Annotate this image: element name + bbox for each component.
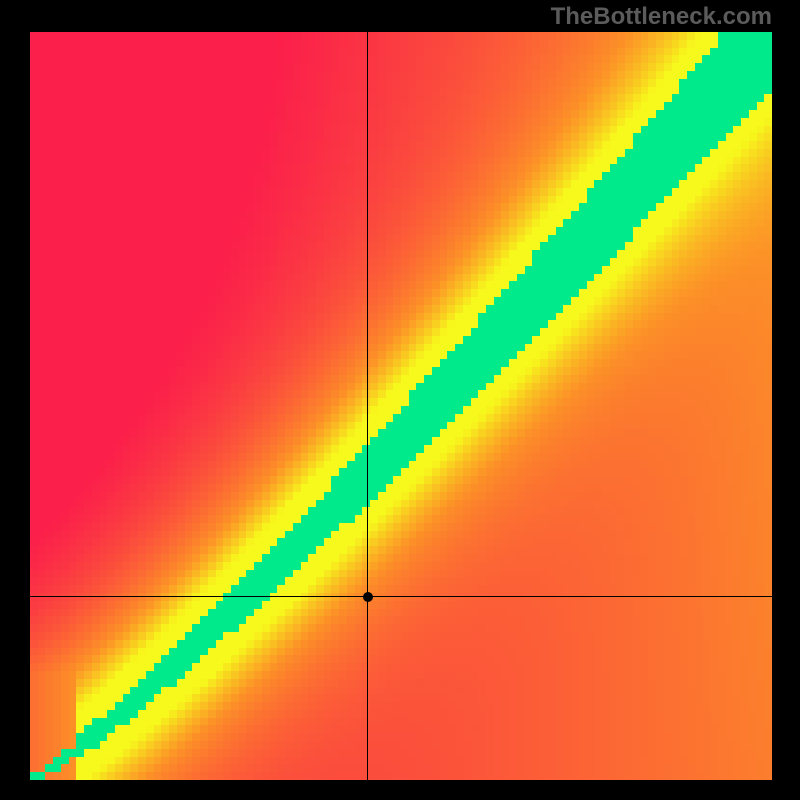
crosshair-horizontal	[30, 596, 772, 597]
marker-dot	[363, 592, 373, 602]
watermark-text: TheBottleneck.com	[551, 3, 772, 31]
crosshair-vertical	[367, 32, 368, 780]
heatmap-canvas	[30, 32, 772, 780]
chart-container: TheBottleneck.com	[0, 0, 800, 800]
